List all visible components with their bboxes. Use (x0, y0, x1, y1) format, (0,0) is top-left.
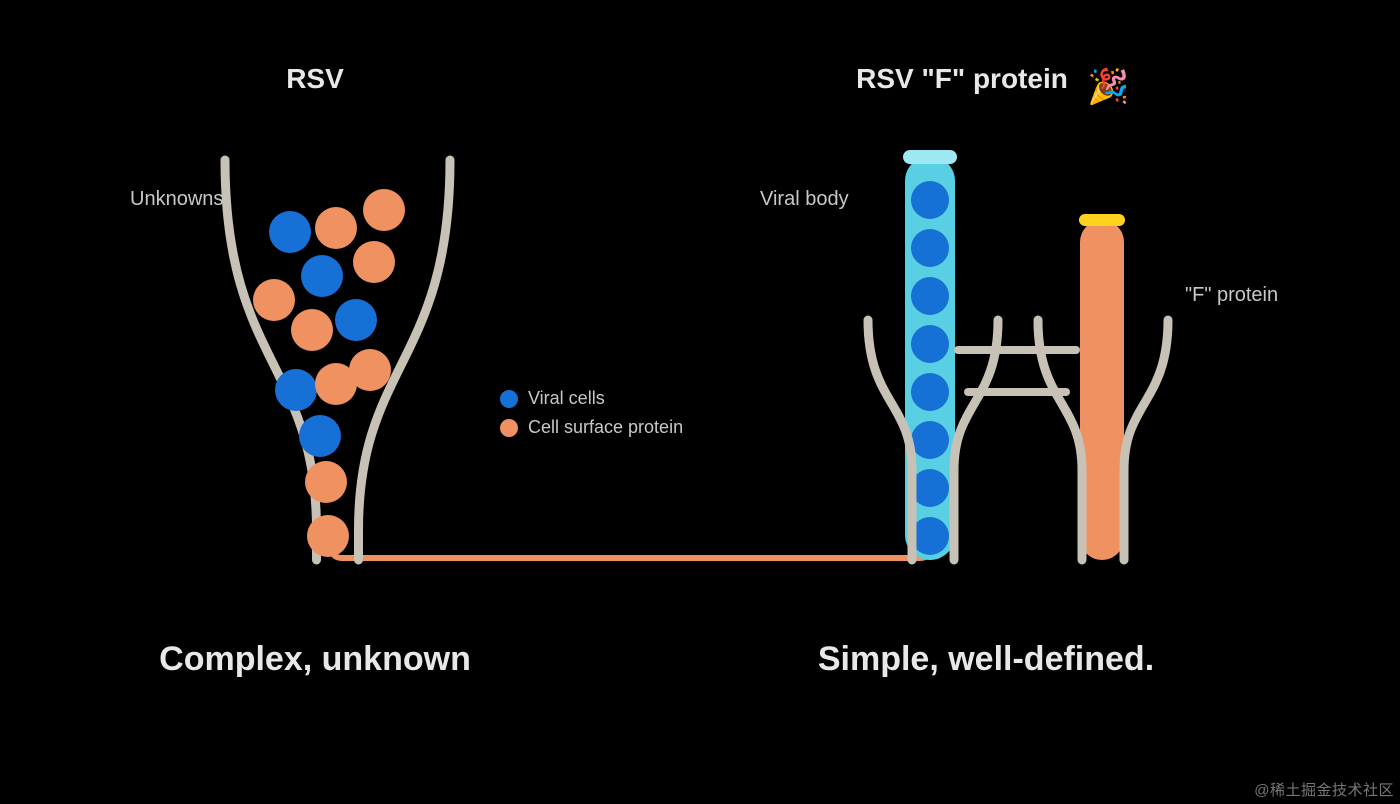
viral-cell-dot (911, 469, 949, 507)
orange-funnel-wall (1124, 320, 1168, 560)
surface-protein-dot (363, 189, 405, 231)
surface-protein-dot (291, 309, 333, 351)
viral-cell-dot (269, 211, 311, 253)
viral-cell-dot (335, 299, 377, 341)
orange-funnel-wall (1038, 320, 1082, 560)
viral-cell-dot (911, 277, 949, 315)
viral-cell-dot (301, 255, 343, 297)
viral-cell-dot (911, 181, 949, 219)
diagram-svg (0, 0, 1400, 804)
surface-protein-dot (315, 207, 357, 249)
f-protein-cap (1079, 214, 1125, 226)
f-protein-column (1080, 220, 1124, 560)
surface-protein-dot (253, 279, 295, 321)
party-popper-icon: 🎉 (1087, 70, 1129, 104)
connector-path (332, 538, 930, 558)
surface-protein-dot (315, 363, 357, 405)
viral-body-cap (903, 150, 957, 164)
viral-cell-dot (299, 415, 341, 457)
viral-cell-dot (911, 325, 949, 363)
surface-protein-dot (307, 515, 349, 557)
surface-protein-dot (353, 241, 395, 283)
right-funnel-wall (954, 320, 998, 560)
viral-cell-dot (911, 517, 949, 555)
viral-cell-dot (911, 421, 949, 459)
viral-cell-dot (911, 229, 949, 267)
viral-cell-dot (275, 369, 317, 411)
watermark: @稀土掘金技术社区 (1254, 779, 1394, 800)
surface-protein-dot (305, 461, 347, 503)
viral-cell-dot (911, 373, 949, 411)
